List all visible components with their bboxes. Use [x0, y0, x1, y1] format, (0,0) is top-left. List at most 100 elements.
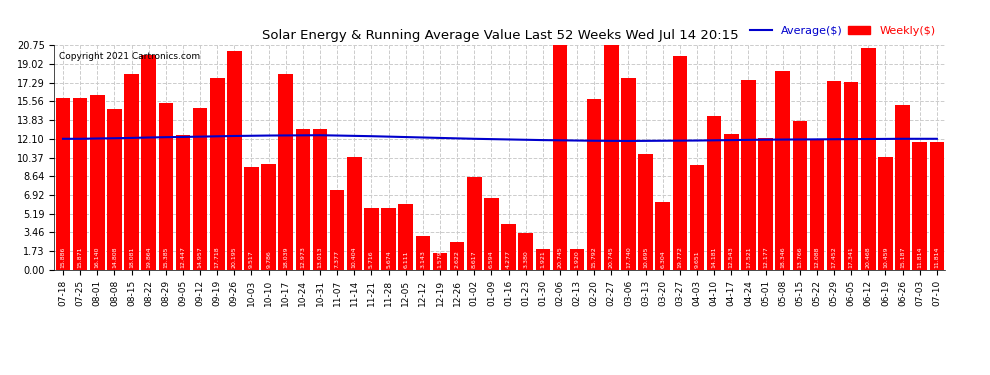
Text: 20.195: 20.195	[232, 247, 237, 268]
Bar	[775, 71, 790, 270]
Text: 1.920: 1.920	[574, 251, 579, 268]
Bar	[930, 142, 944, 270]
Text: 18.346: 18.346	[780, 247, 785, 268]
Text: 1.579: 1.579	[438, 251, 443, 268]
Text: 17.521: 17.521	[745, 247, 750, 268]
Text: 9.651: 9.651	[695, 251, 700, 268]
Text: 3.143: 3.143	[421, 251, 426, 268]
Bar	[364, 208, 379, 270]
Bar	[55, 98, 70, 270]
Text: 13.013: 13.013	[318, 247, 323, 268]
Text: 16.140: 16.140	[95, 247, 100, 268]
Text: 14.181: 14.181	[712, 247, 717, 268]
Text: 2.622: 2.622	[454, 251, 459, 268]
Bar	[501, 224, 516, 270]
Bar	[330, 190, 345, 270]
Text: 15.886: 15.886	[60, 247, 65, 268]
Bar	[467, 177, 481, 270]
Text: 17.718: 17.718	[215, 247, 220, 268]
Text: 20.745: 20.745	[557, 247, 562, 268]
Text: 9.786: 9.786	[266, 251, 271, 268]
Bar	[227, 51, 242, 270]
Text: 6.594: 6.594	[489, 251, 494, 268]
Bar	[587, 99, 602, 270]
Text: 4.277: 4.277	[506, 251, 511, 268]
Text: 17.740: 17.740	[626, 247, 631, 268]
Text: 12.447: 12.447	[180, 246, 185, 268]
Bar	[758, 138, 773, 270]
Text: 5.674: 5.674	[386, 251, 391, 268]
Bar	[158, 103, 173, 270]
Bar	[878, 157, 893, 270]
Bar	[381, 209, 396, 270]
Bar	[347, 157, 361, 270]
Bar	[449, 242, 464, 270]
Bar	[433, 253, 447, 270]
Text: 1.921: 1.921	[541, 251, 545, 268]
Bar	[90, 95, 105, 270]
Text: 6.304: 6.304	[660, 251, 665, 268]
Text: Copyright 2021 Cartronics.com: Copyright 2021 Cartronics.com	[59, 52, 200, 61]
Text: 6.111: 6.111	[403, 251, 408, 268]
Text: 19.864: 19.864	[147, 247, 151, 268]
Text: 12.543: 12.543	[729, 247, 734, 268]
Text: 3.380: 3.380	[523, 251, 528, 268]
Legend: Average($), Weekly($): Average($), Weekly($)	[745, 21, 940, 40]
Bar	[621, 78, 636, 270]
Bar	[416, 236, 430, 270]
Bar	[672, 56, 687, 270]
Bar	[398, 204, 413, 270]
Bar	[843, 82, 858, 270]
Bar	[484, 198, 499, 270]
Text: 19.772: 19.772	[677, 246, 682, 268]
Bar	[193, 108, 207, 270]
Bar	[639, 154, 652, 270]
Bar	[655, 202, 670, 270]
Text: 12.088: 12.088	[815, 247, 820, 268]
Bar	[793, 121, 807, 270]
Text: 8.617: 8.617	[472, 251, 477, 268]
Bar	[707, 116, 722, 270]
Bar	[536, 249, 550, 270]
Text: 12.177: 12.177	[763, 247, 768, 268]
Text: 15.385: 15.385	[163, 247, 168, 268]
Text: 7.377: 7.377	[335, 251, 340, 268]
Bar	[125, 74, 139, 270]
Text: 14.957: 14.957	[198, 247, 203, 268]
Text: 14.808: 14.808	[112, 247, 117, 268]
Text: 18.081: 18.081	[129, 247, 134, 268]
Bar	[570, 249, 584, 270]
Text: 11.814: 11.814	[935, 247, 940, 268]
Bar	[724, 134, 739, 270]
Bar	[261, 164, 276, 270]
Text: 15.187: 15.187	[900, 247, 905, 268]
Bar	[604, 45, 619, 270]
Text: 10.404: 10.404	[351, 247, 356, 268]
Bar	[107, 110, 122, 270]
Text: 13.766: 13.766	[797, 247, 802, 268]
Text: 17.341: 17.341	[848, 247, 853, 268]
Bar	[313, 129, 328, 270]
Bar	[895, 105, 910, 270]
Text: 18.039: 18.039	[283, 247, 288, 268]
Bar	[296, 129, 310, 270]
Text: 20.745: 20.745	[609, 247, 614, 268]
Text: 20.468: 20.468	[866, 247, 871, 268]
Bar	[742, 80, 755, 270]
Text: 9.517: 9.517	[249, 251, 254, 268]
Bar	[913, 142, 927, 270]
Bar	[861, 48, 875, 270]
Text: 15.871: 15.871	[77, 247, 82, 268]
Bar	[552, 45, 567, 270]
Bar	[73, 98, 87, 270]
Text: 11.814: 11.814	[918, 247, 923, 268]
Text: 10.459: 10.459	[883, 247, 888, 268]
Text: 17.452: 17.452	[832, 247, 837, 268]
Bar	[278, 74, 293, 270]
Bar	[175, 135, 190, 270]
Text: 15.792: 15.792	[592, 247, 597, 268]
Bar	[519, 233, 533, 270]
Text: 5.716: 5.716	[369, 251, 374, 268]
Text: 12.973: 12.973	[300, 246, 305, 268]
Bar	[210, 78, 225, 270]
